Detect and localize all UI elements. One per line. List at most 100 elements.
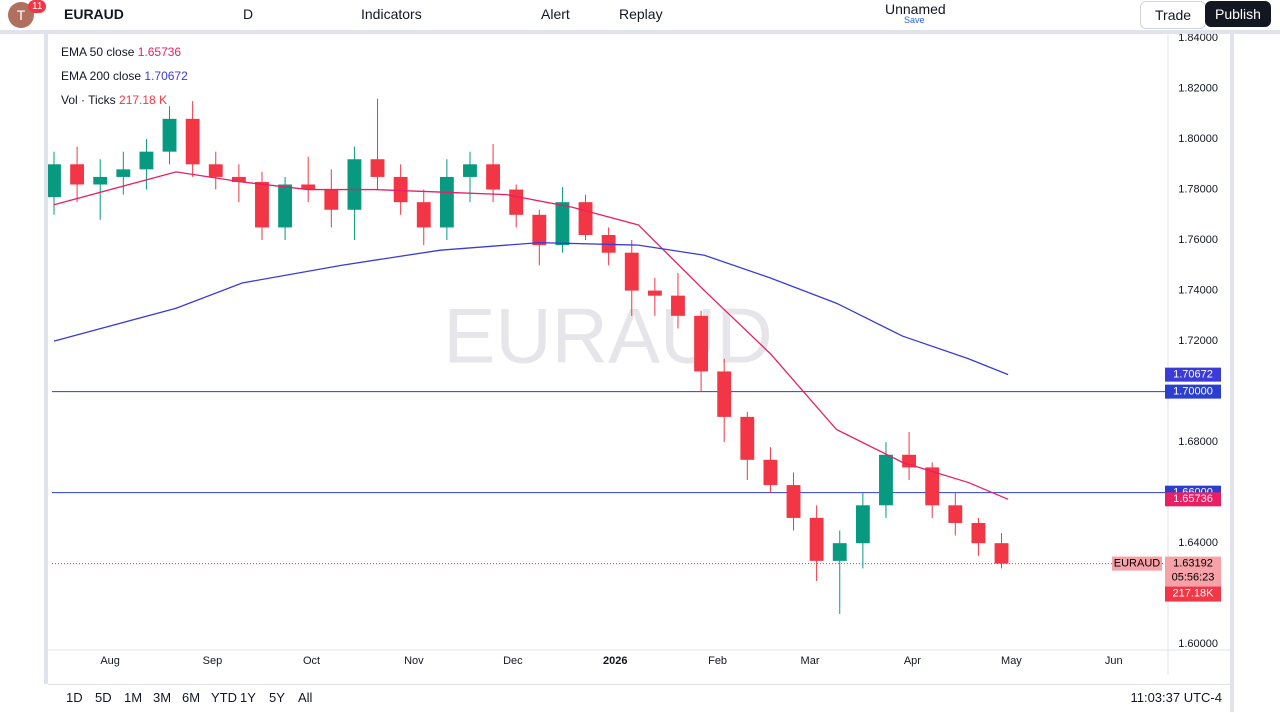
- legend-value: 1.65736: [137, 45, 182, 59]
- candle-body: [393, 176, 408, 203]
- vol-tag: 217.18K: [1173, 587, 1215, 599]
- candle-body: [416, 202, 431, 228]
- candle-body: [809, 517, 824, 561]
- range-button[interactable]: YTD: [211, 690, 237, 705]
- candle-body: [694, 315, 709, 372]
- range-button[interactable]: 6M: [182, 690, 201, 705]
- candle-body: [93, 176, 108, 185]
- x-tick-label: 2026: [603, 655, 627, 667]
- x-tick-label: Apr: [904, 655, 921, 667]
- candle-body: [301, 184, 316, 190]
- candle-body: [740, 416, 755, 460]
- y-tick-label: 1.84000: [1178, 34, 1218, 44]
- y-tick-label: 1.72000: [1178, 335, 1218, 347]
- range-button[interactable]: All: [298, 690, 313, 705]
- layout-name[interactable]: Unnamed: [885, 1, 946, 17]
- candle-body: [509, 189, 524, 215]
- candle-body: [832, 543, 847, 561]
- bottom-bar: 11:03:37 UTC-4 1D 5D 1M 3M 6M YTD 1Y 5Y All: [48, 684, 1232, 713]
- y-tick-label: 1.68000: [1178, 436, 1218, 448]
- y-tick-label: 1.60000: [1178, 638, 1218, 650]
- last-price: 1.63192: [1173, 557, 1213, 569]
- candle-body: [162, 118, 177, 152]
- legend-ema200: EMA 200 close 1.70672: [61, 69, 188, 83]
- save[interactable]: Save: [904, 15, 925, 25]
- candle-body: [116, 169, 131, 177]
- candle-body: [208, 164, 223, 177]
- legend-label: Vol · Ticks: [61, 93, 116, 107]
- candle-body: [763, 459, 778, 486]
- candle-body: [879, 454, 893, 506]
- legend-value: 1.70672: [144, 69, 188, 83]
- x-tick-label: Oct: [303, 655, 320, 667]
- candle-body: [925, 467, 940, 506]
- chart: EURAUD 1.84000 1.82000 1.80000 1.78000 1.760…: [48, 34, 1230, 674]
- x-tick-label: Nov: [404, 655, 424, 667]
- replay[interactable]: Replay: [619, 6, 663, 22]
- y-tick-label: 1.74000: [1178, 284, 1218, 296]
- alert[interactable]: Alert: [541, 6, 570, 22]
- countdown: 05:56:23: [1172, 571, 1215, 583]
- x-tick-label: Sep: [203, 655, 223, 667]
- symbol-tag-bg: [1112, 556, 1162, 571]
- x-tick-label: Aug: [100, 655, 120, 667]
- candle-body: [486, 164, 501, 190]
- candle-body: [139, 151, 154, 170]
- candle-body: [231, 176, 246, 182]
- right-toolbar: [1230, 34, 1280, 712]
- price-tag: 1.70672: [1173, 369, 1213, 381]
- y-tick-label: 1.76000: [1178, 234, 1218, 246]
- y-tick-label: 1.82000: [1178, 82, 1218, 94]
- legend-label: EMA 200 close: [61, 69, 142, 83]
- symbol-tag: EURAUD: [1114, 557, 1161, 569]
- ema-line: [53, 171, 1009, 500]
- price-tag-bg: [1165, 384, 1221, 399]
- clock: 11:03:37 UTC-4: [1130, 690, 1222, 705]
- symbol[interactable]: EURAUD: [64, 6, 124, 22]
- candle-body: [439, 176, 454, 228]
- x-tick-label: Dec: [503, 655, 523, 667]
- range-button[interactable]: 5D: [95, 690, 112, 705]
- candle-body: [255, 181, 269, 228]
- indicators[interactable]: Indicators: [361, 6, 422, 22]
- watermark: EURAUD: [443, 292, 772, 380]
- legend-ema50: EMA 50 close 1.65736: [61, 45, 181, 59]
- candle-body: [902, 454, 917, 468]
- range-button[interactable]: 3M: [153, 690, 172, 705]
- candle-body: [948, 505, 963, 523]
- candle-body: [347, 159, 362, 210]
- candle-body: [555, 202, 570, 246]
- candle-body: [70, 164, 85, 185]
- legend-vol: Vol · Ticks 217.18 K: [61, 93, 167, 107]
- range-button[interactable]: 1D: [66, 690, 83, 705]
- range-button[interactable]: 1M: [124, 690, 143, 705]
- x-tick-label: May: [1001, 655, 1022, 667]
- publish[interactable]: Publish: [1205, 1, 1271, 27]
- interval[interactable]: D: [243, 6, 254, 22]
- candle-body: [370, 159, 385, 177]
- price-tag-bg: [1165, 492, 1221, 507]
- candle-body: [624, 252, 639, 291]
- candle-body: [971, 522, 986, 544]
- price-tag: 1.65736: [1173, 493, 1213, 505]
- candle-body: [717, 371, 732, 417]
- candle-body: [671, 295, 685, 316]
- legend-value: 217.18 K: [119, 93, 168, 107]
- y-tick-label: 1.64000: [1178, 537, 1218, 549]
- candle-body: [48, 164, 61, 198]
- range-button[interactable]: 1Y: [240, 690, 256, 705]
- candle-body: [185, 118, 200, 165]
- y-tick-label: 1.80000: [1178, 133, 1218, 145]
- candle-body: [855, 505, 870, 544]
- trade[interactable]: Trade: [1140, 1, 1207, 29]
- top-toolbar: T 11 EURAUD D Indicators Alert Replay Un…: [0, 0, 1280, 34]
- badge: 11: [28, 0, 47, 13]
- range-button[interactable]: 5Y: [269, 690, 285, 705]
- candle-body: [647, 290, 662, 296]
- price-tag: 1.70000: [1173, 386, 1213, 398]
- candle-body: [532, 214, 547, 246]
- candle-body: [278, 184, 293, 228]
- candle-body: [994, 543, 1009, 564]
- candle-body: [578, 202, 593, 236]
